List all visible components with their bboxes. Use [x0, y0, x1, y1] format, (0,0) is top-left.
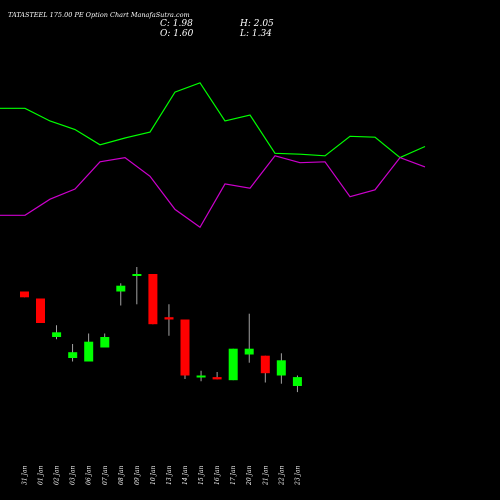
x-tick-label: 20 Jan [246, 465, 253, 486]
open-value: O: 1.60 [160, 29, 194, 39]
candle-body [180, 319, 190, 376]
high-value: H: 2.05 [240, 19, 274, 29]
x-tick-label: 23 Jan [294, 465, 301, 486]
candle-body [52, 332, 62, 337]
candle-body [132, 274, 142, 276]
x-tick-label: 14 Jan [182, 465, 189, 485]
candle-body [84, 341, 94, 362]
indicator-line-2 [0, 155, 426, 229]
x-tick-label: 21 Jan [262, 465, 269, 486]
candle-body [212, 377, 222, 380]
low-value: L: 1.34 [240, 29, 272, 39]
candle-body [164, 317, 174, 320]
x-tick-label: 09 Jan [134, 465, 141, 485]
x-tick-label: 01 Jan [38, 465, 45, 485]
candle-body [100, 337, 110, 348]
x-tick-label: 16 Jan [214, 465, 221, 485]
x-tick-label: 08 Jan [118, 465, 125, 485]
chart-title: TATASTEEL 175.00 PE Option Chart ManafaS… [8, 11, 190, 19]
x-tick-label: 02 Jan [54, 465, 61, 485]
x-tick-label: 17 Jan [230, 465, 237, 485]
candles [20, 267, 302, 393]
candle-body [196, 375, 206, 378]
x-tick-label: 06 Jan [86, 465, 93, 485]
indicator-line-1 [0, 82, 426, 159]
x-tick-label: 31 Jan [22, 465, 29, 485]
candle-body [292, 377, 302, 386]
close-value: C: 1.98 [160, 19, 193, 29]
x-tick-label: 22 Jan [278, 465, 285, 486]
candle-body [20, 291, 29, 298]
x-tick-label: 10 Jan [150, 465, 157, 485]
candle-body [148, 274, 158, 325]
candle-body [68, 352, 78, 358]
x-axis-labels: 31 Jan 01 Jan 02 Jan 03 Jan 06 Jan 07 Jan 08 J… [22, 465, 302, 486]
candle-body [36, 298, 45, 323]
x-tick-label: 03 Jan [70, 465, 77, 485]
x-tick-label: 13 Jan [166, 465, 173, 485]
x-tick-label: 07 Jan [102, 465, 109, 485]
candle-body [260, 355, 270, 374]
candle-body [116, 285, 126, 292]
candle-body [244, 348, 254, 355]
x-tick-label: 15 Jan [198, 465, 205, 485]
indicator-lines [0, 82, 426, 229]
candle-body [228, 348, 238, 381]
candle-body [276, 360, 286, 376]
